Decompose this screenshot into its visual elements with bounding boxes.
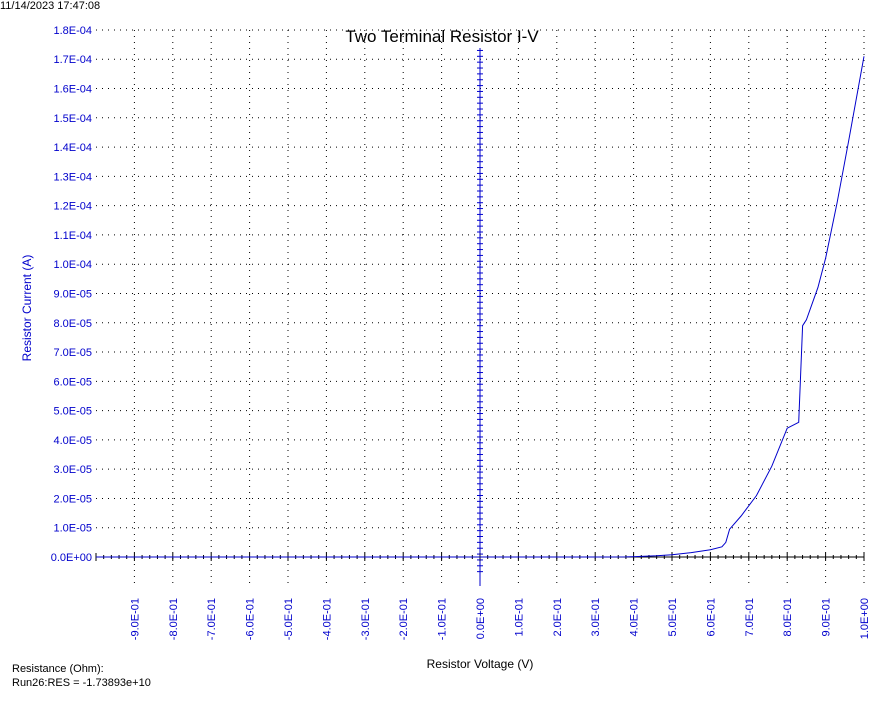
x-tick-label: -2.0E-01 [398, 598, 410, 640]
run-result: Run26:RES = -1.73893e+10 [12, 677, 151, 689]
footer: Resistance (Ohm): Run26:RES = -1.73893e+… [12, 662, 151, 690]
y-tick-label: 1.7E-04 [53, 54, 92, 66]
x-tick-label: 8.0E-01 [782, 598, 794, 637]
x-tick-label: 0.0E+00 [475, 598, 487, 639]
chart-title: Two Terminal Resistor I-V [345, 27, 539, 46]
x-tick-label: -9.0E-01 [129, 598, 141, 640]
y-tick-label: 5.0E-05 [53, 406, 92, 418]
y-tick-label: 1.8E-04 [53, 25, 92, 37]
x-tick-label: -5.0E-01 [283, 598, 295, 640]
y-tick-label: 8.0E-05 [53, 318, 92, 330]
y-tick-label: 9.0E-05 [53, 288, 92, 300]
y-tick-label: 1.1E-04 [53, 230, 92, 242]
x-tick-label: -8.0E-01 [168, 598, 180, 640]
y-tick-label: 2.0E-05 [53, 493, 92, 505]
y-axis-label: Resistor Current (A) [20, 255, 34, 362]
x-tick-label: 7.0E-01 [744, 598, 756, 637]
x-tick-label: 4.0E-01 [629, 598, 641, 637]
y-tick-label: 0.0E+00 [51, 552, 92, 564]
x-tick-label: -4.0E-01 [321, 598, 333, 640]
x-tick-label: 3.0E-01 [590, 598, 602, 637]
timestamp: 11/14/2023 17:47:08 [0, 0, 101, 12]
y-tick-label: 7.0E-05 [53, 347, 92, 359]
y-tick-label: 1.5E-04 [53, 113, 92, 125]
y-tick-label: 3.0E-05 [53, 464, 92, 476]
x-axis-label: Resistor Voltage (V) [427, 657, 534, 671]
x-tick-label: 5.0E-01 [667, 598, 679, 637]
resistance-label: Resistance (Ohm): [12, 663, 104, 675]
x-tick-label: -3.0E-01 [360, 598, 372, 640]
tick-layer: 0.0E+00 1.0E-05 2.0E-05 3.0E-05 4.0E-05 5.0E-… [51, 25, 871, 640]
y-tick-label: 1.0E-04 [53, 259, 92, 271]
x-tick-label: 6.0E-01 [705, 598, 717, 637]
series-line [96, 56, 865, 558]
x-tick-label: 2.0E-01 [552, 598, 564, 637]
y-tick-label: 1.6E-04 [53, 84, 92, 96]
x-tick-label: 9.0E-01 [821, 598, 833, 637]
y-tick-label: 4.0E-05 [53, 435, 92, 447]
y-tick-label: 6.0E-05 [53, 376, 92, 388]
series-layer [96, 56, 865, 558]
y-tick-label: 1.4E-04 [53, 142, 92, 154]
y-tick-label: 1.0E-05 [53, 523, 92, 535]
y-tick-label: 1.3E-04 [53, 171, 92, 183]
y-tick-label: 1.2E-04 [53, 201, 92, 213]
x-tick-label: 1.0E+00 [859, 598, 871, 639]
x-tick-label: -7.0E-01 [206, 598, 218, 640]
x-tick-label: -1.0E-01 [437, 598, 449, 640]
x-tick-label: -6.0E-01 [245, 598, 257, 640]
x-tick-label: 1.0E-01 [513, 598, 525, 637]
